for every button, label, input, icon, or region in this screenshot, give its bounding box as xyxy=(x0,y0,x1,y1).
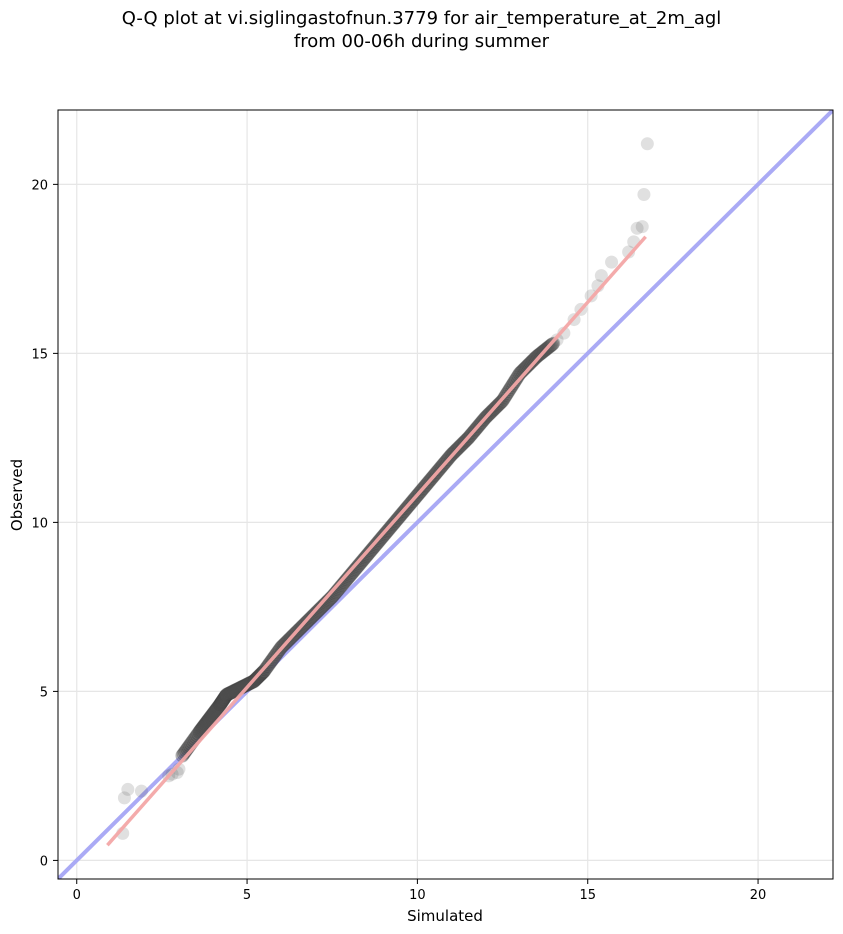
qq-point xyxy=(217,691,232,706)
x-tick-label: 20 xyxy=(750,888,767,903)
qq-point xyxy=(204,708,219,723)
qq-point xyxy=(365,541,380,556)
qq-point xyxy=(557,326,571,340)
qq-point xyxy=(214,695,229,710)
grid xyxy=(58,110,833,879)
qq-point xyxy=(213,696,228,711)
qq-point xyxy=(222,686,237,701)
y-tick-label: 5 xyxy=(40,685,48,700)
qq-point xyxy=(310,604,325,619)
qq-point xyxy=(200,714,215,729)
qq-point xyxy=(203,710,218,725)
fit-line xyxy=(106,235,647,847)
qq-point xyxy=(528,350,543,365)
qq-point xyxy=(208,703,223,718)
qq-point xyxy=(197,718,212,733)
qq-point xyxy=(217,690,232,705)
qq-point xyxy=(356,552,371,567)
qq-point xyxy=(227,683,242,698)
qq-point xyxy=(369,537,384,552)
qq-point xyxy=(196,719,211,734)
x-axis-label: Simulated xyxy=(407,907,483,925)
qq-point xyxy=(212,698,227,713)
plot-area xyxy=(58,110,833,879)
x-tick-label: 0 xyxy=(73,888,81,903)
plot-frame xyxy=(57,109,834,880)
qq-point xyxy=(213,697,228,712)
qq-point xyxy=(198,716,213,731)
qq-point xyxy=(216,692,231,707)
y-axis-label: Observed xyxy=(8,459,26,531)
qq-point xyxy=(206,705,221,720)
qq-point xyxy=(635,220,649,234)
qq-point xyxy=(220,687,235,702)
axis-ticks: 0 5 10 15 20 0 5 10 15 20 xyxy=(31,178,766,903)
chart-title-line-1: Q-Q plot at vi.siglingastofnun.3779 for … xyxy=(121,8,722,29)
y-tick-label: 20 xyxy=(31,178,48,193)
qq-point xyxy=(206,706,221,721)
x-tick-label: 5 xyxy=(243,888,251,903)
qq-point xyxy=(223,685,238,700)
qq-point xyxy=(212,697,227,712)
qq-point xyxy=(525,353,540,368)
qq-point xyxy=(605,255,619,269)
qq-point xyxy=(214,695,229,710)
qq-point xyxy=(527,352,542,367)
qq-point xyxy=(121,782,135,796)
qq-point xyxy=(218,689,233,704)
qq-point xyxy=(637,188,651,202)
qq-point xyxy=(630,221,644,235)
qq-point xyxy=(210,700,225,715)
y-tick-label: 15 xyxy=(31,347,48,362)
qq-point xyxy=(215,694,230,709)
qq-point xyxy=(359,549,374,564)
qq-point xyxy=(507,374,522,389)
qq-point xyxy=(361,546,376,561)
identity-line xyxy=(58,110,833,879)
qq-point xyxy=(207,704,222,719)
qq-point xyxy=(362,544,377,559)
qq-point xyxy=(221,686,236,701)
qq-point xyxy=(216,692,231,707)
qq-point xyxy=(209,701,224,716)
qq-point xyxy=(211,699,226,714)
qq-point xyxy=(198,717,213,732)
qq-point xyxy=(640,137,654,151)
qq-point xyxy=(228,683,243,698)
qq-point xyxy=(218,689,233,704)
qq-point xyxy=(219,688,234,703)
qq-point xyxy=(594,269,608,283)
qq-point xyxy=(225,684,240,699)
qq-point xyxy=(219,687,234,702)
y-tick-label: 10 xyxy=(31,516,48,531)
qq-point xyxy=(205,707,220,722)
qq-point xyxy=(204,709,219,724)
qq-point xyxy=(224,685,239,700)
x-tick-label: 10 xyxy=(409,888,426,903)
qq-point xyxy=(201,713,216,728)
qq-point xyxy=(360,547,375,562)
qq-point xyxy=(209,702,224,717)
chart-title-line-2: from 00-06h during summer xyxy=(293,31,550,52)
qq-point xyxy=(309,605,324,620)
qq-point xyxy=(201,712,216,727)
y-tick-label: 0 xyxy=(40,854,48,869)
qq-point xyxy=(134,784,148,798)
qq-point xyxy=(215,693,230,708)
x-tick-label: 15 xyxy=(579,888,596,903)
qq-point xyxy=(367,539,382,554)
qq-point xyxy=(306,607,321,622)
qq-point xyxy=(117,791,131,805)
qq-point xyxy=(622,245,636,259)
qq-point xyxy=(226,684,241,699)
qq-point xyxy=(199,715,214,730)
qq-point xyxy=(529,349,544,364)
qq-point xyxy=(366,540,381,555)
qq-point xyxy=(308,606,323,621)
qq-point xyxy=(358,550,373,565)
qq-point xyxy=(202,711,217,726)
qq-point xyxy=(364,543,379,558)
qq-point xyxy=(239,678,254,693)
